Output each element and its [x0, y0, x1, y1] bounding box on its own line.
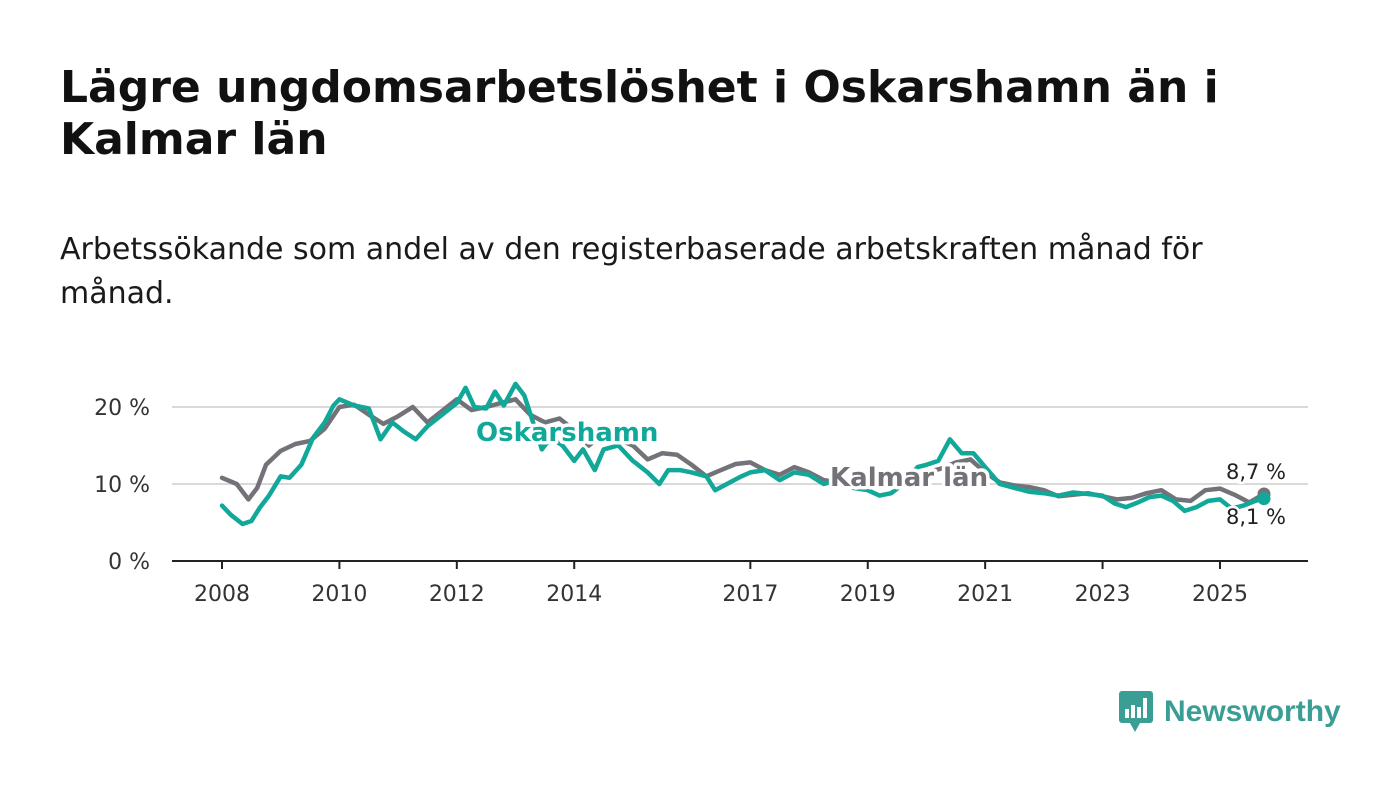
y-tick-label: 0 % — [108, 550, 150, 575]
brand-name: Newsworthy — [1164, 695, 1341, 728]
chart-title: Lägre ungdomsarbetslöshet i Oskarshamn ä… — [60, 62, 1219, 165]
end-point-marker — [1257, 492, 1271, 506]
x-tick-label: 2008 — [194, 582, 250, 607]
x-tick-label: 2014 — [546, 582, 602, 607]
x-tick-label: 2017 — [722, 582, 778, 607]
x-tick-label: 2010 — [311, 582, 367, 607]
y-tick-label: 20 % — [94, 396, 150, 421]
y-tick-label: 10 % — [94, 473, 150, 498]
series-label-kalmar-lan: Kalmar län — [830, 463, 988, 493]
x-tick-label: 2012 — [429, 582, 485, 607]
series-line-oskarshamn — [219, 381, 1267, 527]
end-value-label-kalmar: 8,7 % — [1226, 460, 1286, 484]
x-tick-label: 2023 — [1075, 582, 1131, 607]
series-line-kalmar-län — [219, 397, 1267, 505]
chart-subtitle: Arbetssökande som andel av den registerb… — [60, 232, 1203, 311]
x-tick-label: 2021 — [957, 582, 1013, 607]
x-tick-label: 2019 — [840, 582, 896, 607]
x-tick-label: 2025 — [1192, 582, 1248, 607]
series-label-oskarshamn: Oskarshamn — [476, 418, 658, 448]
end-value-label-oskarshamn: 8,1 % — [1226, 505, 1286, 529]
bar-chart-speech-bubble-icon — [1119, 691, 1153, 732]
newsworthy-logo: Newsworthy — [1118, 690, 1341, 734]
